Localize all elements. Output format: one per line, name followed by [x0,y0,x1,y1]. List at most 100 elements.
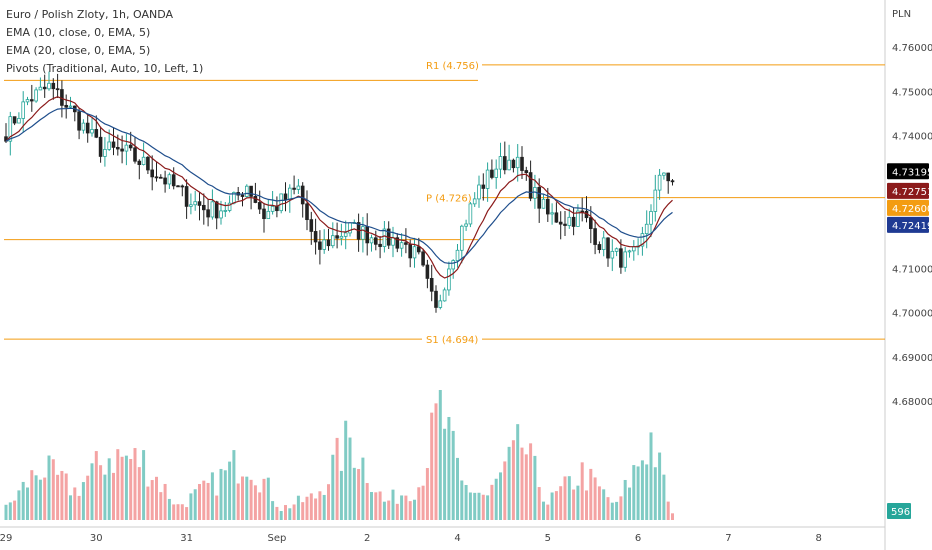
volume-bar [649,432,653,520]
candle-down [606,237,610,259]
candle-down [111,141,116,148]
candle-down [404,242,408,245]
volume-bar [391,489,395,520]
volume-bar [559,486,563,520]
volume-bar [146,486,150,520]
candle-down [64,104,69,108]
volume-bar [163,483,167,520]
volume-bar [468,492,472,520]
volume-bar [554,491,558,520]
volume-bar [520,447,524,520]
candle-up [438,300,443,308]
candle-up [442,289,447,302]
volume-bar [236,483,240,520]
candle-up [610,250,615,259]
price-axis[interactable]: PLN 4.76000 4.75000 4.74000 4.71000 4.70000 4.… [892,9,932,408]
candle-up [210,201,215,218]
legend-title: Euro / Polish Zloty, 1h, OANDA [6,8,174,21]
volume-bar [296,495,300,520]
volume-bar [176,504,180,520]
volume-bar [434,403,438,520]
x-tick-label: 29 [0,533,12,544]
volume-bar [563,476,567,520]
candle-down [29,99,34,102]
candle-down [335,235,339,239]
volume-bar [503,461,507,520]
candle-up [640,233,645,247]
volume-bar [628,487,631,520]
volume-bar [81,482,85,520]
volume-bar [361,457,365,520]
candle-down [171,174,176,187]
volume-bar [486,495,490,520]
candle-down [502,156,507,171]
volume-bar [533,455,537,520]
pivot-label: P (4.726) [426,194,472,205]
volume-badge [887,503,911,519]
candle-up [507,159,511,171]
candle-up [330,235,335,247]
volume-bar [382,501,386,520]
volume-bar [137,467,141,520]
volume-bar [223,470,227,520]
volume-bar [464,484,468,520]
time-axis[interactable]: 29 30 31 Sep 2 4 5 6 7 8 [0,533,822,544]
volume-bar [331,454,335,520]
y-tick-label: 4.69000 [892,353,932,364]
volume-bar [451,430,455,520]
volume-bar [86,475,90,520]
volume-bar [619,496,623,520]
volume-bar [172,504,176,520]
candle-down [176,185,180,188]
legend-pivots: Pivots (Traditional, Auto, 10, Left, 1) [6,62,204,75]
candle-down [206,209,210,218]
volume-bar [378,491,382,520]
candle-up [244,185,249,197]
price-badge-label: 4.72419 [892,221,932,232]
volume-bar [395,503,399,520]
volume-bar [56,474,60,520]
candle-up [653,189,658,212]
volume-bar [90,463,94,520]
volume-bar [150,480,154,520]
x-tick-label: 5 [545,533,551,544]
candle-up [339,235,344,239]
volume-bar [129,458,133,520]
ema20-line [5,107,673,264]
candle-up [614,248,619,252]
candle-up [8,116,13,142]
x-tick-label: 4 [454,533,460,544]
candle-up [107,141,112,150]
candle-down [619,248,623,268]
volume-bar [576,485,580,520]
candle-down [85,122,90,134]
x-tick-label: 31 [180,533,193,544]
volume-bar [653,467,657,520]
volume-bar [589,468,593,520]
candle-up [455,249,460,262]
x-tick-label: Sep [267,533,286,544]
volume-bar [529,443,533,520]
candle-down [593,228,597,245]
volume-bar [348,437,352,520]
candle-down [589,217,593,229]
y-tick-label: 4.71000 [892,264,932,275]
candle-up [141,156,146,165]
volume-bar [271,501,275,520]
volume-bar [309,493,313,520]
volume-bar [421,485,425,520]
volume-bar [425,468,429,520]
volume-bar [142,450,146,520]
volume-bar [112,472,115,520]
candle-up [361,226,365,240]
candle-up [287,187,292,200]
volume-bar [327,484,330,520]
candle-down [262,208,266,220]
volume-bar [671,513,674,520]
volume-bar [193,489,197,520]
candle-down [408,244,412,259]
volume-bar [77,495,81,520]
volume-bar [374,492,378,520]
candle-up [657,174,662,191]
